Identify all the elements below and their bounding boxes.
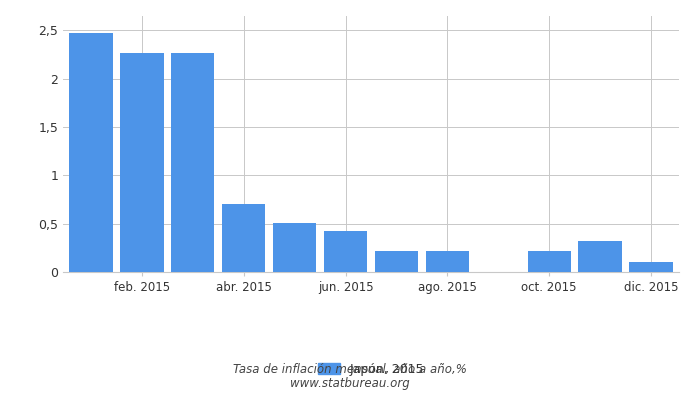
Bar [629,262,673,272]
Bar [69,33,113,272]
Bar [528,251,570,272]
Text: www.statbureau.org: www.statbureau.org [290,378,410,390]
Bar [374,251,418,272]
Legend: Japón, 2015: Japón, 2015 [312,358,430,381]
Text: Tasa de inflación mensual, año a año,%: Tasa de inflación mensual, año a año,% [233,364,467,376]
Bar [578,241,622,272]
Bar [172,53,214,272]
Bar [273,223,316,272]
Bar [222,204,265,272]
Bar [324,232,368,272]
Bar [426,251,469,272]
Bar [120,53,164,272]
